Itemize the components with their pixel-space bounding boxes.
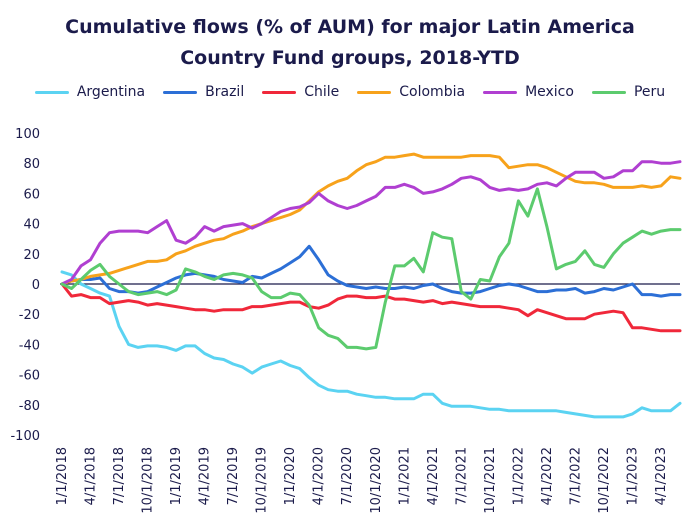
y-tick-label: 0 [32,278,40,293]
x-tick-label: 1/1/2023 [625,447,640,505]
chart-title-line-1: Cumulative flows (% of AUM) for major La… [65,16,635,38]
chart-title-line-2: Country Fund groups, 2018-YTD [180,47,520,69]
x-tick-label: 4/1/2021 [426,447,441,505]
x-tick-label: 1/1/2018 [55,447,70,505]
legend: Argentina Brazil Chile Colombia Mexico Peru [0,84,700,100]
x-tick-label: 1/1/2019 [169,447,184,505]
legend-swatch [483,90,518,94]
legend-swatch [591,90,626,94]
x-tick-label: 7/1/2019 [226,447,241,505]
series-line-brazil [60,244,682,298]
legend-swatch [262,90,297,94]
y-tick-label: -80 [19,399,40,414]
chart-title: Cumulative flows (% of AUM) for major La… [0,12,700,74]
y-tick-label: 40 [23,218,40,233]
legend-item-mexico: Mexico [483,84,574,100]
y-tick-label: 20 [23,248,40,263]
legend-item-chile: Chile [262,84,339,100]
legend-label: Brazil [205,84,245,100]
x-tick-label: 7/1/2022 [568,447,583,505]
y-tick-label: 60 [23,187,40,202]
x-tick-label: 4/1/2020 [312,447,327,505]
x-tick-label: 7/1/2018 [112,447,127,505]
x-tick-label: 1/1/2021 [397,447,412,505]
x-tick-label: 10/1/2022 [597,447,612,514]
legend-label: Peru [633,84,666,100]
x-tick-label: 7/1/2021 [454,447,469,505]
x-tick-label: 10/1/2019 [255,447,270,514]
x-tick-label: 10/1/2018 [141,447,156,514]
x-tick-label: 4/1/2022 [540,447,555,505]
legend-label: Chile [304,84,340,100]
y-tick-label: -60 [19,369,40,384]
legend-item-colombia: Colombia [357,84,465,100]
legend-label: Mexico [525,84,574,100]
y-tick-label: -40 [19,338,40,353]
legend-swatch [163,90,198,94]
legend-item-peru: Peru [591,84,666,100]
x-tick-label: 4/1/2018 [84,447,99,505]
x-tick-label: 1/1/2022 [511,447,526,505]
series-line-mexico [60,160,682,286]
y-tick-label: -20 [19,308,40,323]
legend-swatch [357,90,392,94]
series-line-argentina [60,270,682,419]
legend-item-argentina: Argentina [34,84,146,100]
x-tick-label: 4/1/2023 [654,447,669,505]
legend-item-brazil: Brazil [163,84,244,100]
series-line-chile [60,282,682,333]
legend-label: Colombia [399,84,466,100]
series-line-colombia [60,152,682,286]
x-tick-label: 4/1/2019 [198,447,213,505]
legend-label: Argentina [76,84,146,100]
x-tick-label: 7/1/2020 [340,447,355,505]
series-line-peru [60,187,682,351]
x-tick-label: 10/1/2021 [483,447,498,514]
y-tick-label: 100 [15,127,40,142]
y-tick-label: -100 [10,429,40,444]
legend-swatch [34,90,69,94]
x-tick-label: 10/1/2020 [369,447,384,514]
x-tick-label: 1/1/2020 [283,447,298,505]
y-tick-label: 80 [23,157,40,172]
